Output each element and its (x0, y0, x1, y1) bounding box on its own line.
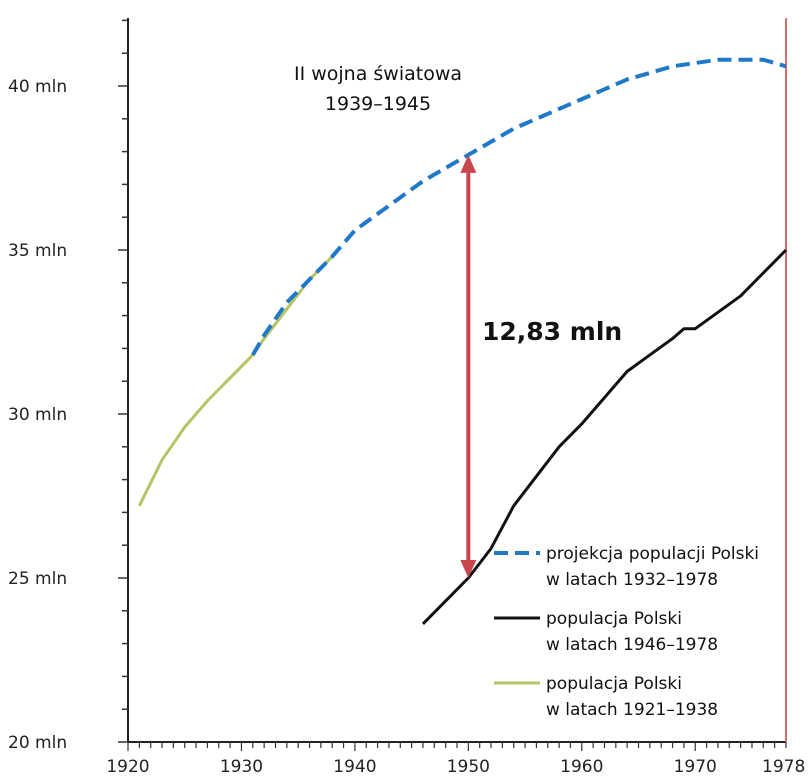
series-line-2 (138, 255, 334, 507)
x-tick-label: 1978 (762, 757, 805, 777)
legend-label-0: projekcja populacji Polski (546, 544, 759, 564)
x-tick-label: 1940 (333, 757, 376, 777)
series-line-1 (421, 248, 788, 625)
legend-label-2: populacja Polski (546, 674, 682, 694)
x-tick-labels: 1920 1930 1940 1950 1960 1970 1978 (106, 757, 805, 777)
difference-label: 12,83 mln (482, 317, 622, 346)
x-tick-label: 1930 (220, 757, 263, 777)
series-layer (138, 57, 788, 625)
legend: projekcja populacji Polski w latach 1932–… (494, 544, 759, 720)
y-tick-label: 30 mln (8, 405, 67, 425)
legend-label-line2-0: w latach 1932–1978 (546, 570, 718, 590)
chart-title-line-1: II wojna światowa (294, 63, 462, 85)
y-tick-label: 40 mln (8, 77, 67, 97)
y-tick-label: 35 mln (8, 241, 67, 261)
chart-title-line-2: 1939–1945 (325, 93, 431, 115)
y-tick-label: 20 mln (8, 733, 67, 753)
y-tick-labels: 20 mln 25 mln 30 mln 35 mln 40 mln (8, 77, 67, 753)
x-tick-label: 1950 (447, 757, 490, 777)
series-line-0 (251, 57, 787, 356)
difference-arrow-head-bottom (460, 560, 477, 578)
difference-arrow-head-top (460, 154, 477, 173)
legend-label-line2-2: w latach 1921–1938 (546, 700, 718, 720)
y-tick-label: 25 mln (8, 569, 67, 589)
legend-label-1: populacja Polski (546, 609, 682, 629)
x-minor-ticks (127, 742, 787, 751)
x-tick-label: 1960 (560, 757, 603, 777)
x-tick-label: 1920 (106, 757, 149, 777)
legend-label-line2-1: w latach 1946–1978 (546, 635, 718, 655)
difference-annotation: 12,83 mln (460, 154, 622, 578)
x-tick-label: 1970 (674, 757, 717, 777)
y-minor-ticks (118, 19, 128, 743)
